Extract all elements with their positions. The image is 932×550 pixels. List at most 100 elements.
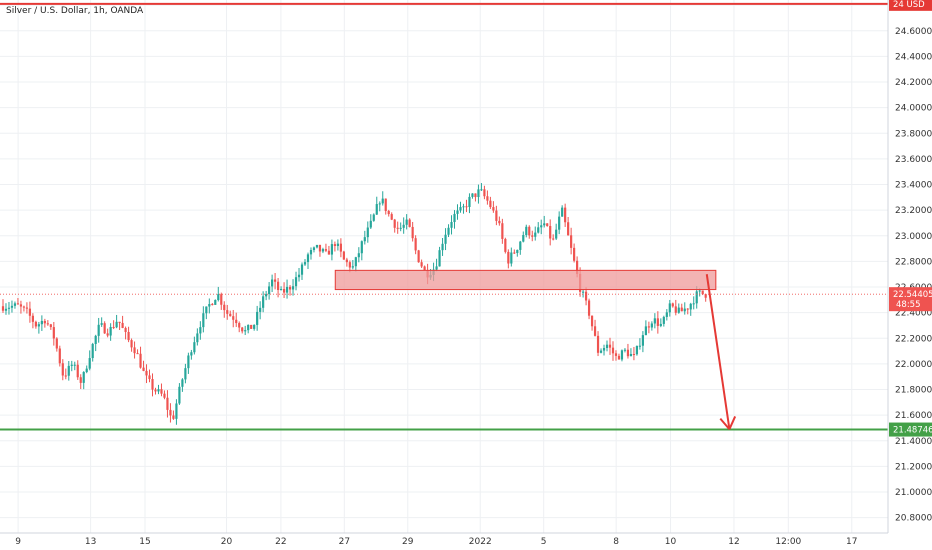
candle-body — [276, 281, 280, 290]
countdown-text: 48:55 — [896, 300, 921, 310]
candle-body — [339, 243, 342, 252]
candle-body — [647, 326, 650, 328]
candle-body — [265, 294, 268, 297]
candle-body — [247, 324, 250, 331]
candle-body — [564, 207, 567, 223]
candle-body — [498, 220, 501, 224]
candle-body — [330, 244, 334, 255]
candle-body — [64, 375, 67, 377]
candle-body — [459, 207, 462, 211]
candle-body — [399, 227, 402, 229]
candle-body — [528, 226, 531, 236]
candle-body — [79, 377, 82, 383]
y-tick-label: 20.80000 — [895, 514, 932, 524]
price-axis[interactable]: 24.8000024.6000024.4000024.2000024.00000… — [887, 0, 932, 533]
candle-body — [363, 237, 366, 242]
candle-body — [704, 294, 707, 298]
candle-body — [468, 196, 471, 207]
candle-body — [584, 291, 588, 301]
y-tick-label: 24.40000 — [895, 52, 932, 62]
candle-body — [115, 321, 118, 328]
candle-body — [199, 327, 202, 334]
candle-body — [49, 324, 52, 328]
candle-body — [623, 349, 627, 351]
y-tick-label: 21.60000 — [895, 411, 932, 421]
candle-body — [477, 189, 480, 198]
candle-body — [540, 225, 543, 228]
candle-body — [294, 277, 298, 287]
candle-body — [241, 327, 244, 332]
candle-body — [614, 353, 618, 356]
x-tick-label: 15 — [139, 537, 150, 547]
candle-body — [205, 306, 208, 314]
candle-body — [28, 308, 32, 316]
x-tick-label: 8 — [613, 537, 619, 547]
candle-body — [91, 343, 94, 359]
candle-body — [7, 307, 11, 309]
candle-body — [474, 193, 477, 198]
candle-body — [638, 345, 642, 347]
candle-body — [223, 304, 226, 311]
x-tick-label: 17 — [846, 537, 857, 547]
candle-body — [160, 389, 163, 394]
candle-body — [282, 289, 286, 293]
y-tick-label: 22.00000 — [895, 360, 932, 370]
candle-body — [148, 375, 151, 380]
candle-body — [288, 286, 292, 290]
candle-body — [546, 223, 549, 226]
candle-body — [659, 323, 662, 326]
candle-body — [226, 310, 229, 314]
candle-body — [253, 324, 256, 329]
candle-body — [567, 222, 570, 236]
candle-body — [534, 232, 537, 237]
candle-body — [677, 307, 680, 313]
candle-body — [611, 347, 615, 354]
candle-body — [596, 335, 600, 353]
candle-body — [118, 321, 121, 323]
candle-body — [576, 260, 579, 274]
candle-body — [127, 331, 130, 341]
candle-body — [507, 251, 510, 264]
candle-body — [680, 307, 683, 312]
y-tick-label: 23.40000 — [895, 181, 932, 191]
candle-body — [641, 335, 644, 346]
candle-body — [453, 213, 456, 223]
candle-body — [465, 206, 468, 208]
candle-body — [668, 303, 671, 313]
candle-body — [25, 307, 29, 309]
candle-body — [202, 313, 205, 328]
candle-body — [483, 189, 486, 197]
candle-body — [441, 243, 444, 251]
candle-body — [653, 318, 656, 324]
candle-body — [112, 326, 115, 328]
chart-title: Silver / U.S. Dollar, 1h, OANDA — [6, 6, 144, 16]
candle-body — [256, 311, 259, 325]
candle-body — [510, 252, 513, 264]
candle-body — [366, 227, 369, 238]
candle-body — [698, 290, 701, 292]
candle-body — [558, 216, 561, 230]
candle-body — [495, 210, 498, 221]
candle-body — [303, 262, 307, 265]
candle-body — [85, 368, 88, 373]
y-tick-label: 21.00000 — [895, 488, 932, 498]
candle-body — [88, 358, 91, 369]
candle-body — [605, 344, 609, 349]
time-axis[interactable]: 9 13 15 20 22 27 29 2022 5 8 10 12 12:00 17 — [0, 532, 888, 547]
support-price-text: 21.48746 — [893, 426, 932, 436]
candle-body — [489, 200, 492, 208]
candle-body — [145, 370, 148, 376]
candle-body — [1, 306, 5, 311]
candle-body — [109, 326, 112, 336]
candle-body — [34, 321, 37, 327]
y-tick-label: 24.60000 — [895, 27, 932, 37]
candle-body — [402, 224, 405, 228]
candle-body — [662, 316, 665, 324]
candle-body — [259, 307, 262, 312]
candle-body — [644, 326, 647, 336]
x-tick-label: 10 — [665, 537, 677, 547]
candle-body — [208, 304, 211, 307]
candle-body — [193, 342, 196, 353]
candle-body — [486, 196, 489, 201]
